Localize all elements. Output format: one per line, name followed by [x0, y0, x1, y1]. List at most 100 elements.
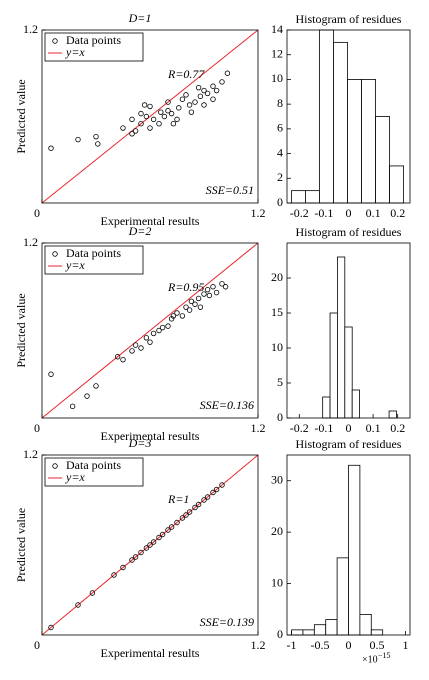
data-point — [120, 125, 126, 131]
data-point — [147, 125, 153, 131]
data-point — [48, 145, 54, 151]
data-point — [147, 339, 153, 345]
legend-label: y=x — [65, 45, 85, 59]
y-tick-label: 5 — [277, 375, 283, 389]
x-tick-label: 0 — [34, 638, 40, 652]
y-tick-label: 2 — [277, 170, 283, 184]
data-point — [213, 289, 220, 296]
histogram-bar — [361, 79, 376, 204]
data-point — [120, 564, 126, 571]
data-point — [158, 109, 164, 115]
data-point — [111, 572, 117, 578]
data-point — [183, 304, 189, 310]
x-tick-label: 0 — [346, 206, 352, 220]
y-tick-label: 10 — [271, 340, 283, 354]
x-tick-label: 0 — [34, 421, 40, 435]
data-point — [188, 109, 195, 115]
reference-line — [41, 29, 259, 204]
data-point — [176, 105, 182, 111]
y-tick-label: 0 — [277, 627, 283, 641]
histogram-bar — [389, 165, 405, 204]
histogram-bar — [359, 614, 372, 636]
histogram-bar — [351, 389, 360, 419]
data-point — [156, 121, 162, 127]
y-tick-label: 12 — [271, 46, 283, 60]
x-axis-label: Experimental results — [101, 646, 200, 660]
histogram-bar — [370, 629, 384, 636]
legend-marker — [52, 251, 58, 257]
legend-box — [44, 245, 144, 275]
data-point — [174, 310, 180, 316]
x-multiplier: ×10 — [362, 654, 378, 665]
x-tick-label: 1.2 — [251, 421, 266, 435]
annotation-sse: SSE=0.136 — [200, 398, 254, 412]
histogram-bar — [336, 557, 349, 636]
data-point — [170, 313, 177, 319]
plot-area — [41, 29, 259, 204]
plot-area — [41, 454, 259, 636]
data-point — [147, 542, 153, 548]
y-tick-label: 14 — [271, 22, 283, 36]
data-point — [183, 92, 189, 98]
data-point — [183, 512, 189, 518]
data-point — [168, 110, 175, 117]
data-point — [120, 356, 126, 363]
data-point — [170, 121, 177, 127]
legend-marker — [52, 38, 58, 44]
panel-title: Histogram of residues — [296, 225, 402, 239]
data-point — [201, 291, 207, 297]
data-point — [48, 371, 54, 377]
data-point — [138, 345, 144, 351]
data-point — [186, 307, 193, 313]
data-point — [174, 519, 180, 526]
data-point — [186, 102, 193, 108]
legend-label: y=x — [65, 258, 85, 272]
plot-area — [41, 242, 259, 419]
data-point — [129, 116, 135, 123]
data-point — [210, 96, 216, 102]
histogram-bar — [305, 190, 320, 204]
annotation-r: R=0.77 — [167, 67, 205, 81]
data-point — [179, 96, 186, 102]
panel-title: Histogram of residues — [296, 12, 402, 26]
data-point — [192, 99, 198, 105]
x-tick-label: -0.1 — [314, 421, 333, 435]
data-point — [186, 509, 193, 515]
data-point — [150, 330, 157, 337]
x-tick-label: 1.2 — [251, 206, 266, 220]
histogram-bar — [348, 464, 361, 636]
histogram-bar — [302, 629, 315, 636]
x-tick-label: 0 — [346, 638, 352, 652]
legend-box — [44, 457, 144, 487]
legend-label: Data points — [66, 246, 121, 260]
axes-box — [41, 242, 259, 419]
data-point — [132, 342, 139, 348]
data-point — [143, 545, 150, 551]
data-point — [222, 284, 229, 290]
histogram-bar — [325, 619, 338, 636]
panel-title: D=3 — [128, 436, 152, 450]
data-point — [95, 141, 101, 147]
data-point — [129, 557, 135, 563]
annotation-r: R=1 — [167, 492, 189, 506]
data-point — [75, 602, 81, 608]
histogram-bar — [347, 79, 362, 204]
data-point — [168, 316, 175, 322]
axes-box — [286, 454, 411, 636]
x-tick-label: -1 — [287, 638, 297, 652]
data-point — [129, 348, 135, 354]
axes-box — [41, 29, 259, 204]
histogram-bar — [388, 410, 397, 419]
panel-title: D=1 — [128, 11, 152, 25]
data-point — [174, 116, 180, 123]
histogram-bar — [291, 190, 306, 204]
y-tick-label: 8 — [277, 96, 283, 110]
annotation-sse: SSE=0.51 — [206, 183, 254, 197]
data-point — [143, 113, 150, 120]
data-point — [161, 113, 168, 120]
data-point — [219, 281, 225, 287]
histogram-bar — [329, 312, 338, 419]
data-point — [69, 403, 76, 410]
histogram-bar — [291, 629, 304, 636]
